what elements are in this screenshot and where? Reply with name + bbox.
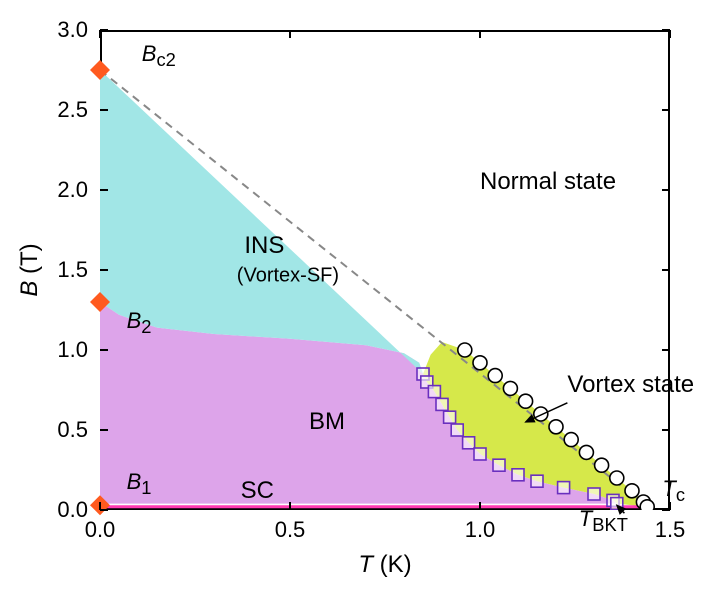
label-B1: B1	[127, 469, 152, 499]
y-tick-label: 1.5	[57, 257, 88, 283]
label-ins_sub: (Vortex-SF)	[237, 265, 339, 288]
label-TBKT: TBKT	[579, 506, 628, 536]
y-tick-label: 2.0	[57, 177, 88, 203]
label-sc: SC	[241, 477, 274, 505]
x-tick-label: 1.0	[465, 517, 496, 543]
y-tick-label: 0.5	[57, 417, 88, 443]
y-tick-label: 0.0	[57, 497, 88, 523]
label-B2: B2	[127, 308, 152, 338]
y-tick-label: 1.0	[57, 337, 88, 363]
label-Bc2: Bc2	[142, 40, 176, 70]
label-Tc: Tc	[662, 476, 685, 506]
label-ins: INS	[244, 232, 284, 260]
label-vortex: Vortex state	[567, 371, 694, 399]
x-tick-label: 1.5	[655, 517, 686, 543]
label-bm: BM	[309, 408, 345, 436]
x-tick-label: 0.0	[85, 517, 116, 543]
labels-layer: 0.0 0.5 1.0 1.5 0.0 0.5 1.0 1.5 2.0 2.5 3.0 T (K) B …	[0, 0, 720, 609]
y-axis-label: B (T)	[16, 243, 44, 296]
y-tick-label: 2.5	[57, 97, 88, 123]
y-tick-label: 3.0	[57, 17, 88, 43]
x-axis-label: T (K)	[358, 551, 411, 579]
label-normal: Normal state	[480, 168, 616, 196]
x-tick-label: 0.5	[275, 517, 306, 543]
